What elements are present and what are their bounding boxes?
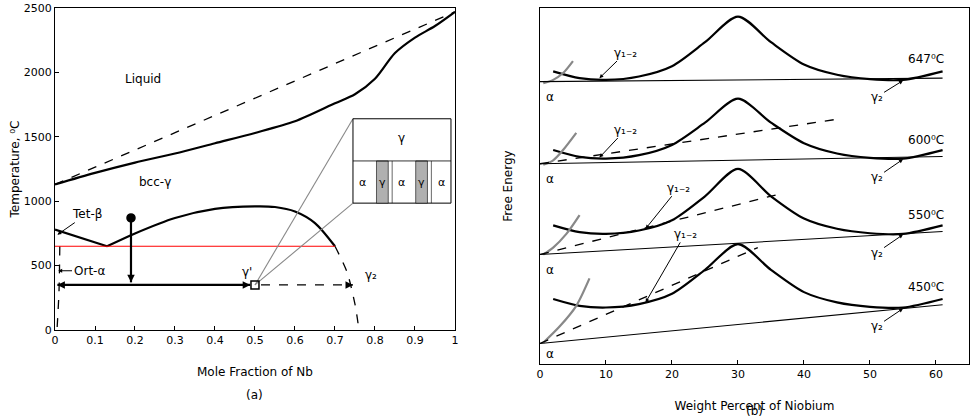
svg-text:50: 50 xyxy=(863,368,877,381)
svg-text:500: 500 xyxy=(31,259,52,272)
svg-text:10: 10 xyxy=(599,368,613,381)
svg-text:Tet-β: Tet-β xyxy=(72,207,102,221)
svg-text:60: 60 xyxy=(929,368,943,381)
svg-text:2500: 2500 xyxy=(24,2,52,15)
svg-text:γ: γ xyxy=(379,176,386,189)
svg-text:γ₂: γ₂ xyxy=(871,90,883,104)
svg-text:0.8: 0.8 xyxy=(366,334,384,347)
svg-text:20: 20 xyxy=(665,368,679,381)
svg-text:0: 0 xyxy=(536,368,543,381)
svg-text:γ: γ xyxy=(398,131,405,145)
svg-text:α: α xyxy=(398,176,405,189)
svg-text:(b): (b) xyxy=(746,404,763,418)
svg-text:γ₁₋₂: γ₁₋₂ xyxy=(614,123,637,137)
svg-text:0.3: 0.3 xyxy=(166,334,184,347)
svg-text:450⁰C: 450⁰C xyxy=(908,280,944,294)
svg-text:γ₁₋₂: γ₁₋₂ xyxy=(674,227,697,241)
svg-text:γ': γ' xyxy=(242,265,252,279)
svg-text:0: 0 xyxy=(45,324,52,337)
svg-text:0.2: 0.2 xyxy=(126,334,144,347)
svg-text:0.9: 0.9 xyxy=(406,334,424,347)
svg-text:0: 0 xyxy=(52,334,59,347)
svg-text:(a): (a) xyxy=(246,388,263,402)
svg-text:γ₂: γ₂ xyxy=(871,319,883,333)
svg-text:1500: 1500 xyxy=(24,131,52,144)
svg-text:Temperature, ⁰C: Temperature, ⁰C xyxy=(8,121,22,219)
svg-text:bcc-γ: bcc-γ xyxy=(139,175,171,189)
svg-text:γ₂: γ₂ xyxy=(871,170,883,184)
svg-text:2000: 2000 xyxy=(24,66,52,79)
svg-text:0.5: 0.5 xyxy=(246,334,263,347)
svg-text:α: α xyxy=(546,172,554,186)
svg-text:γ: γ xyxy=(418,176,425,189)
svg-text:Liquid: Liquid xyxy=(125,72,161,86)
svg-text:Free Energy: Free Energy xyxy=(501,150,515,221)
svg-text:γ₂: γ₂ xyxy=(365,268,377,282)
svg-text:40: 40 xyxy=(797,368,811,381)
svg-text:1: 1 xyxy=(451,334,458,347)
svg-text:1000: 1000 xyxy=(24,195,52,208)
svg-text:α: α xyxy=(546,347,554,361)
svg-text:600⁰C: 600⁰C xyxy=(908,133,944,147)
svg-text:647⁰C: 647⁰C xyxy=(908,52,944,66)
svg-text:Ort-α: Ort-α xyxy=(74,264,105,278)
svg-text:α: α xyxy=(546,90,554,104)
svg-text:γ₁₋₂: γ₁₋₂ xyxy=(667,181,690,195)
svg-text:0.7: 0.7 xyxy=(326,334,344,347)
svg-text:α: α xyxy=(359,176,366,189)
svg-text:0.1: 0.1 xyxy=(86,334,104,347)
svg-text:30: 30 xyxy=(731,368,745,381)
svg-text:Weight Percent of Niobium: Weight Percent of Niobium xyxy=(675,399,835,413)
svg-text:γ₁₋₂: γ₁₋₂ xyxy=(614,46,637,60)
svg-text:γ₂: γ₂ xyxy=(871,246,883,260)
svg-text:550⁰C: 550⁰C xyxy=(908,208,944,222)
svg-text:α: α xyxy=(438,176,445,189)
svg-text:0.6: 0.6 xyxy=(286,334,304,347)
svg-text:α: α xyxy=(546,263,554,277)
svg-text:0.4: 0.4 xyxy=(206,334,224,347)
svg-text:Mole Fraction of Nb: Mole Fraction of Nb xyxy=(197,365,313,379)
